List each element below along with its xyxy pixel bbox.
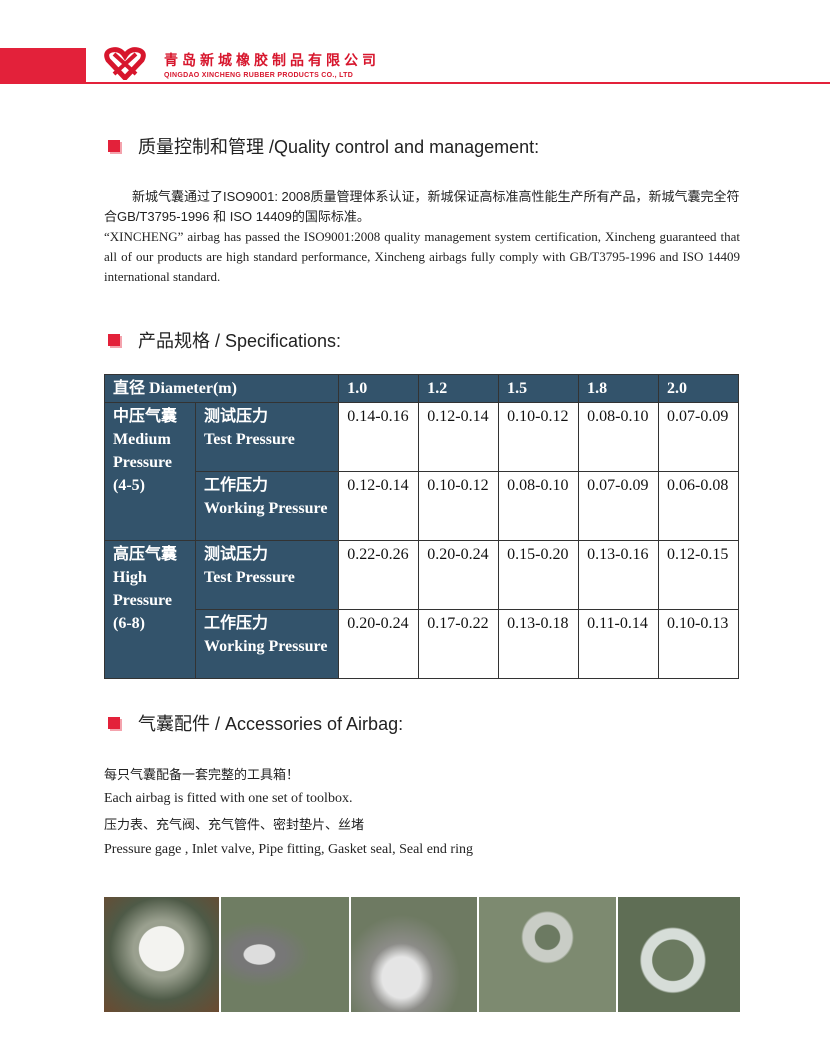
value-cell: 0.10-0.13 bbox=[658, 609, 739, 679]
value-cell: 0.13-0.18 bbox=[498, 609, 580, 679]
group-label-label_cn: 高压气囊 bbox=[113, 546, 178, 563]
company-logo bbox=[104, 47, 146, 80]
heading-text: 气囊配件 / Accessories of Airbag: bbox=[138, 714, 404, 734]
bullet-square-icon bbox=[108, 334, 120, 346]
row-label-en: Working Pressure bbox=[204, 500, 328, 517]
group-label-range: (4-5) bbox=[113, 477, 145, 494]
group-label: 中压气囊 Medium Pressure (4-5) bbox=[104, 402, 196, 541]
row-label-cn: 测试压力 bbox=[204, 408, 269, 425]
gasket-seal-photo bbox=[617, 897, 740, 1012]
bullet-square-icon bbox=[108, 717, 120, 729]
table-row: 中压气囊 Medium Pressure (4-5) 测试压力 Test Pressur… bbox=[104, 402, 739, 541]
header-cell: 1.8 bbox=[578, 374, 660, 403]
value-cell: 0.07-0.09 bbox=[578, 471, 660, 541]
bullet-square-icon bbox=[108, 140, 120, 152]
row-label: 测试压力 Test Pressure bbox=[194, 402, 340, 472]
row-label-en: Test Pressure bbox=[204, 431, 295, 448]
value-cell: 0.14-0.16 bbox=[338, 402, 420, 472]
row-label-cn: 工作压力 bbox=[204, 615, 269, 632]
value-cell: 0.08-0.10 bbox=[578, 402, 660, 472]
value-cell: 0.08-0.10 bbox=[498, 471, 580, 541]
table-row: 工作压力 Working Pressure 0.12-0.14 0.10-0.12 0.… bbox=[105, 471, 739, 541]
heading-text: 产品规格 / Specifications: bbox=[138, 331, 342, 351]
group-label-label_cn: 中压气囊 bbox=[113, 408, 178, 425]
table-row: 工作压力 Working Pressure 0.20-0.24 0.17-0.22 0.… bbox=[105, 609, 739, 679]
header-diameter: 直径 Diameter(m) bbox=[103, 374, 340, 403]
header-cell: 1.5 bbox=[498, 374, 580, 403]
quality-text-cn: 新城气囊通过了ISO9001: 2008质量管理体系认证，新城保证高标准高性能生… bbox=[104, 189, 740, 224]
value-cell: 0.06-0.08 bbox=[658, 471, 739, 541]
header-red-block bbox=[0, 48, 86, 84]
value-cell: 0.11-0.14 bbox=[578, 609, 660, 679]
value-cell: 0.20-0.24 bbox=[338, 609, 420, 679]
header-cell: 1.0 bbox=[338, 374, 420, 403]
group-label-label_en: High Pressure bbox=[113, 569, 172, 609]
quality-heading: 质量控制和管理 /Quality control and management: bbox=[108, 133, 539, 159]
row-label: 工作压力 Working Pressure bbox=[194, 609, 340, 679]
accessories-heading: 气囊配件 / Accessories of Airbag: bbox=[108, 710, 403, 736]
header-cell: 2.0 bbox=[658, 374, 739, 403]
company-name-cn: 青岛新城橡胶制品有限公司 bbox=[164, 52, 380, 68]
accessories-line1-en: Each airbag is fitted with one set of to… bbox=[104, 791, 353, 806]
value-cell: 0.13-0.16 bbox=[578, 540, 660, 610]
pressure-gage-photo bbox=[104, 897, 221, 1012]
pipe-fitting-photo bbox=[350, 897, 480, 1012]
header-red-line bbox=[86, 82, 830, 84]
value-cell: 0.12-0.15 bbox=[658, 540, 739, 610]
quality-text-en: “XINCHENG” airbag has passed the ISO9001… bbox=[104, 229, 740, 284]
company-name-en: QINGDAO XINCHENG RUBBER PRODUCTS CO., LT… bbox=[164, 72, 354, 79]
group-label-range: (6-8) bbox=[113, 615, 145, 632]
value-cell: 0.12-0.14 bbox=[418, 402, 500, 472]
accessories-line2-en: Pressure gage , Inlet valve, Pipe fittin… bbox=[104, 842, 473, 857]
row-label-cn: 工作压力 bbox=[204, 477, 269, 494]
value-cell: 0.15-0.20 bbox=[498, 540, 580, 610]
spec-table: 直径 Diameter(m) 1.0 1.2 1.5 1.8 2.0 中压气囊 M… bbox=[103, 374, 739, 679]
value-cell: 0.17-0.22 bbox=[418, 609, 500, 679]
specs-heading: 产品规格 / Specifications: bbox=[108, 327, 341, 353]
row-label-en: Working Pressure bbox=[204, 638, 328, 655]
heading-text: 质量控制和管理 /Quality control and management: bbox=[138, 137, 540, 157]
value-cell: 0.10-0.12 bbox=[418, 471, 500, 541]
header-cell: 1.2 bbox=[418, 374, 500, 403]
row-label: 工作压力 Working Pressure bbox=[194, 471, 340, 541]
row-label-en: Test Pressure bbox=[204, 569, 295, 586]
value-cell: 0.10-0.12 bbox=[498, 402, 580, 472]
value-cell: 0.07-0.09 bbox=[658, 402, 739, 472]
accessories-line1-cn: 每只气囊配备一套完整的工具箱！ bbox=[104, 767, 300, 782]
group-label: 高压气囊 High Pressure (6-8) bbox=[104, 540, 196, 679]
accessory-photos bbox=[104, 897, 740, 1012]
table-header-row: 直径 Diameter(m) 1.0 1.2 1.5 1.8 2.0 bbox=[103, 374, 739, 403]
row-label: 测试压力 Test Pressure bbox=[194, 540, 340, 610]
accessories-line2-cn: 压力表、充气阀、充气管件、密封垫片、丝堵 bbox=[104, 817, 365, 832]
group-label-label_en: Medium Pressure bbox=[113, 431, 172, 471]
value-cell: 0.12-0.14 bbox=[338, 471, 420, 541]
seal-end-ring-photo bbox=[479, 897, 618, 1012]
value-cell: 0.20-0.24 bbox=[418, 540, 500, 610]
inlet-valve-photo bbox=[220, 897, 351, 1012]
table-row: 高压气囊 High Pressure (6-8) 测试压力 Test Pressure 0… bbox=[104, 540, 739, 679]
value-cell: 0.22-0.26 bbox=[338, 540, 420, 610]
row-label-cn: 测试压力 bbox=[204, 546, 269, 563]
